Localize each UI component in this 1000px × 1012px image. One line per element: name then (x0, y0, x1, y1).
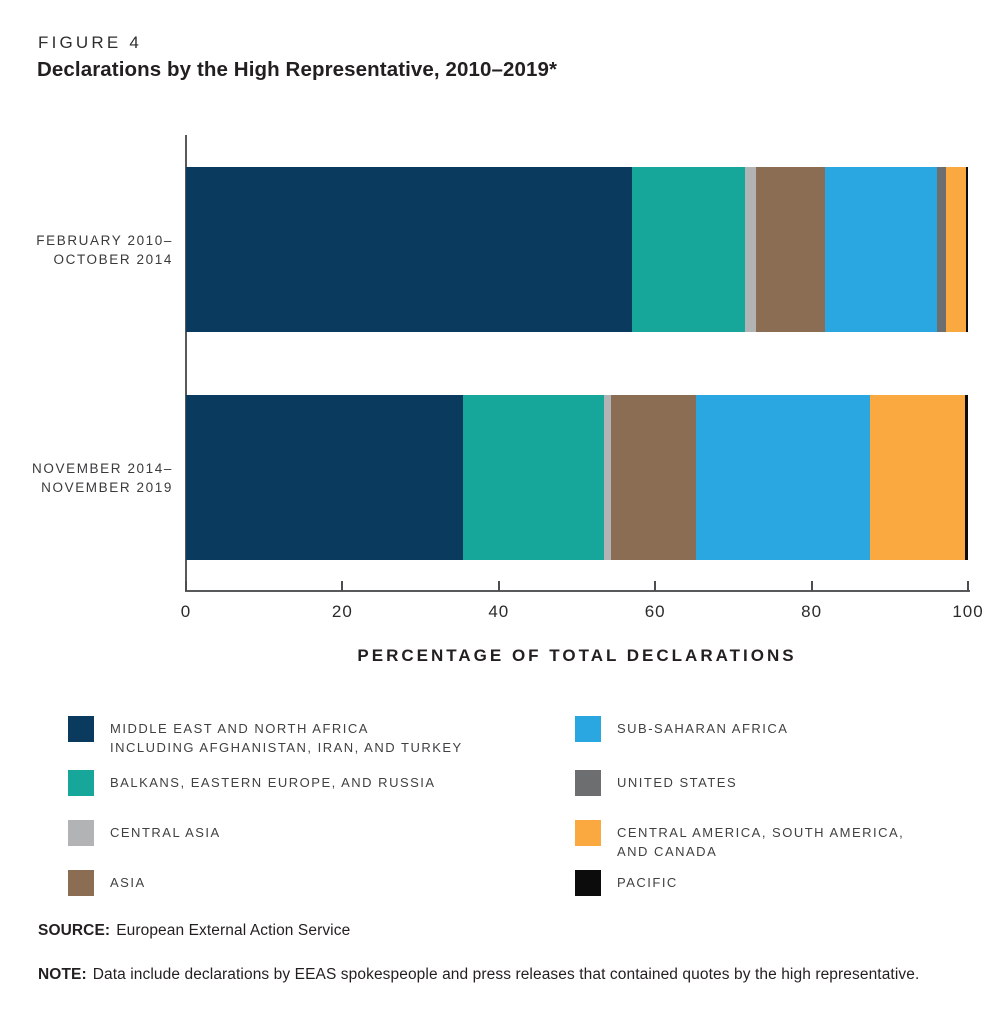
bar-segment-united-states (936, 167, 947, 332)
legend-item-pacific: PACIFIC (575, 870, 678, 896)
bar-segment-asia (756, 167, 825, 332)
source-text: European External Action Service (116, 922, 351, 939)
legend-swatch-mena (68, 716, 94, 742)
bar-segment-mena (186, 167, 632, 332)
legend-item-balkans-eastern-europe-russia: BALKANS, EASTERN EUROPE, AND RUSSIA (68, 770, 436, 796)
note-line: NOTE: Data include declarations by EEAS s… (38, 966, 919, 984)
tick-mark-100 (967, 581, 969, 591)
legend-label-pacific: PACIFIC (617, 875, 678, 890)
legend-label-mena: MIDDLE EAST AND NORTH AFRICA INCLUDING AF… (110, 721, 463, 755)
tick-mark-80 (810, 581, 813, 591)
tick-label-100: 100 (952, 602, 984, 621)
bar-segment-pacific (964, 395, 968, 560)
legend-item-asia: ASIA (68, 870, 146, 896)
legend: MIDDLE EAST AND NORTH AFRICA INCLUDING AF… (0, 0, 1000, 896)
bar-segment-balkans-eastern-europe-russia (631, 167, 746, 332)
bar-segment-asia (610, 395, 696, 560)
tick-label-40: 40 (488, 602, 510, 621)
bar-segment-sub-saharan-africa (824, 167, 937, 332)
note-text: Data include declarations by EEAS spokes… (92, 966, 920, 983)
legend-item-central-asia: CENTRAL ASIA (68, 820, 221, 846)
legend-swatch-united-states (575, 770, 601, 796)
legend-swatch-asia (68, 870, 94, 896)
figure-label: FIGURE 4 (38, 33, 143, 52)
legend-item-mena: MIDDLE EAST AND NORTH AFRICA INCLUDING AF… (68, 716, 463, 757)
tick-mark-20 (341, 581, 344, 591)
source-line: SOURCE: European External Action Service (38, 922, 350, 940)
bar-segment-americas (870, 395, 965, 560)
tick-mark-60 (654, 581, 657, 591)
note-label: NOTE: (38, 966, 87, 983)
x-axis-line (185, 590, 970, 592)
source-label: SOURCE: (38, 922, 111, 939)
chart-area: FEBRUARY 2010– OCTOBER 2014 NOVEMBER 2014–… (32, 135, 984, 665)
legend-label-united-states: UNITED STATES (617, 775, 738, 790)
y-axis-line (185, 135, 187, 592)
legend-label-asia: ASIA (110, 875, 146, 890)
legend-swatch-pacific (575, 870, 601, 896)
axis-caption: PERCENTAGE OF TOTAL DECLARATIONS (357, 646, 797, 665)
bar-segment-balkans-eastern-europe-russia (462, 395, 604, 560)
bar-row-0 (186, 167, 968, 332)
bar-row-1 (186, 395, 968, 560)
chart-title: Declarations by the High Representative,… (37, 58, 558, 81)
bar-segment-americas (946, 167, 966, 332)
legend-swatch-balkans-eastern-europe-russia (68, 770, 94, 796)
bar-segment-sub-saharan-africa (695, 395, 871, 560)
tick-label-20: 20 (331, 602, 353, 621)
tick-mark-0 (185, 581, 187, 591)
legend-swatch-central-asia (68, 820, 94, 846)
tick-label-0: 0 (180, 602, 192, 621)
legend-label-central-asia: CENTRAL ASIA (110, 825, 221, 840)
category-label-0: FEBRUARY 2010– OCTOBER 2014 (36, 232, 173, 267)
legend-label-sub-saharan-africa: SUB-SAHARAN AFRICA (617, 721, 789, 736)
bar-segment-mena (186, 395, 463, 560)
legend-item-sub-saharan-africa: SUB-SAHARAN AFRICA (575, 716, 788, 742)
bar-segment-central-asia (603, 395, 611, 560)
bar-segment-central-asia (745, 167, 757, 332)
tick-label-80: 80 (801, 602, 823, 621)
legend-label-americas: CENTRAL AMERICA, SOUTH AMERICA, AND CANAD… (617, 825, 905, 859)
category-label-1: NOVEMBER 2014– NOVEMBER 2019 (32, 460, 173, 495)
legend-label-balkans-eastern-europe-russia: BALKANS, EASTERN EUROPE, AND RUSSIA (110, 775, 436, 790)
legend-item-united-states: UNITED STATES (575, 770, 737, 796)
tick-label-60: 60 (644, 602, 666, 621)
tick-mark-40 (497, 581, 500, 591)
legend-swatch-americas (575, 820, 601, 846)
legend-swatch-sub-saharan-africa (575, 716, 601, 742)
legend-item-americas: CENTRAL AMERICA, SOUTH AMERICA, AND CANAD… (575, 820, 904, 861)
bar-segment-pacific (965, 167, 968, 332)
